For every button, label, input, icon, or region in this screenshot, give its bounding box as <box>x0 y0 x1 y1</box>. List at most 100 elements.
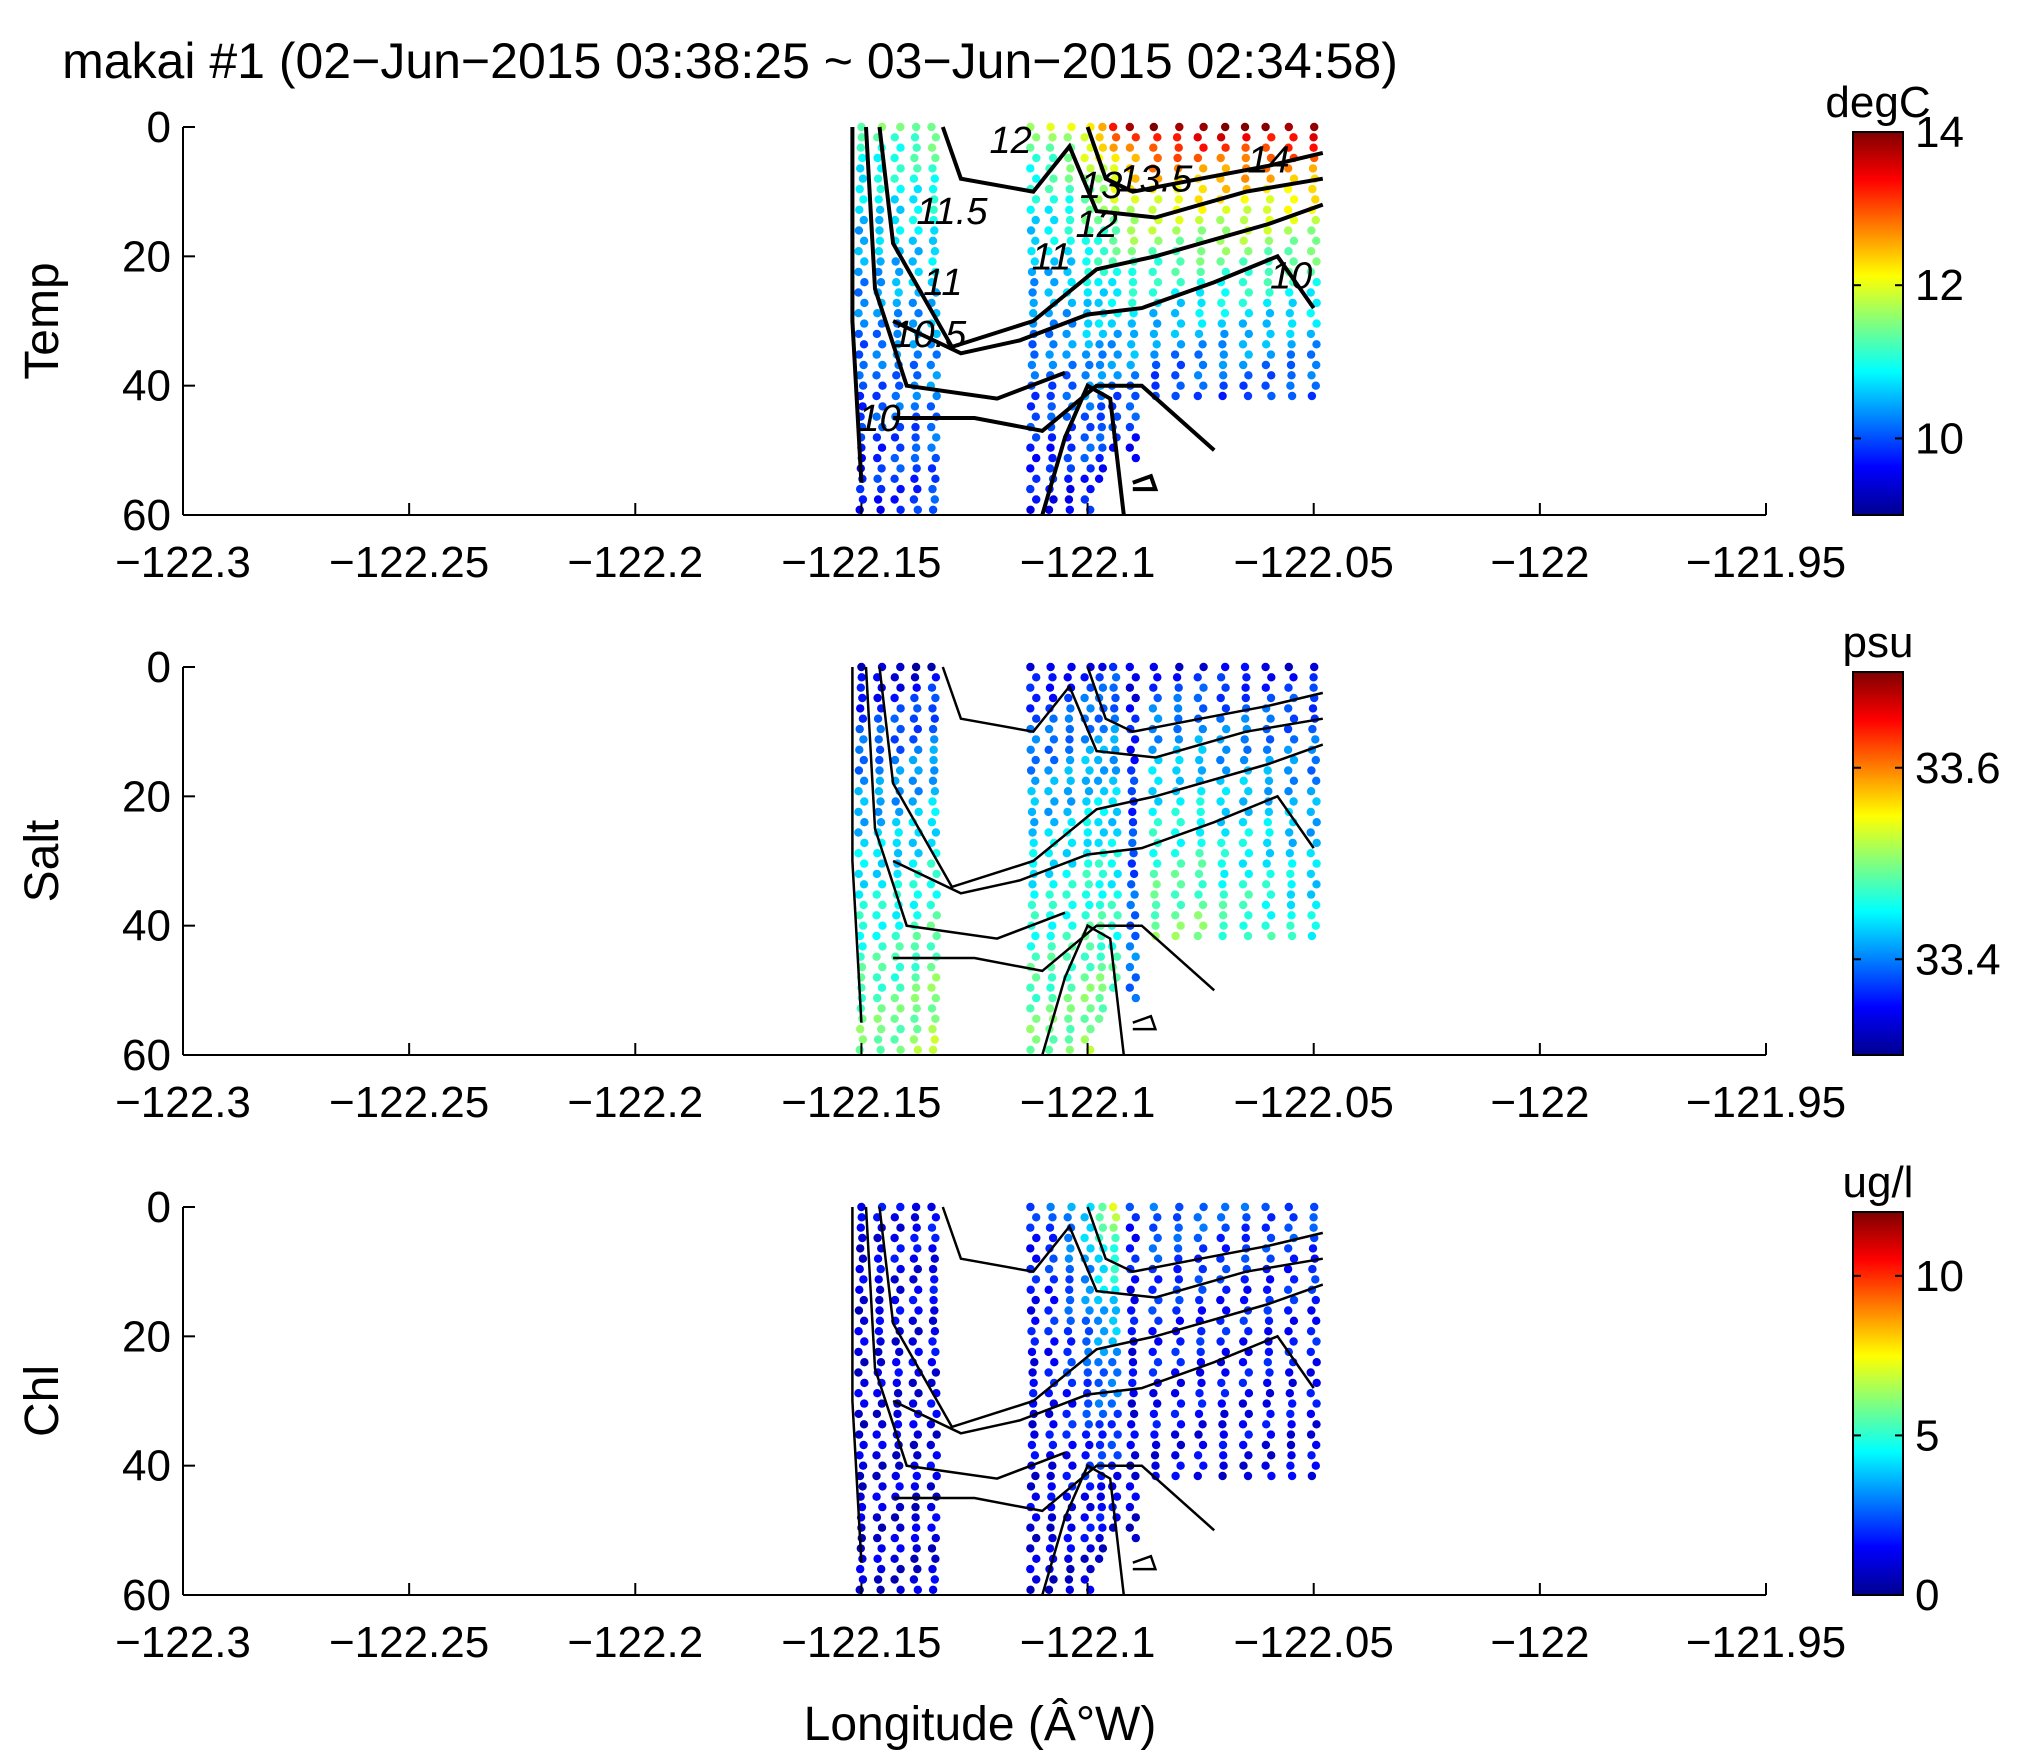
data-point <box>894 1368 903 1377</box>
data-point <box>1127 340 1136 349</box>
data-point <box>1306 869 1316 879</box>
data-point <box>891 1492 900 1501</box>
data-point <box>891 931 900 941</box>
data-point <box>1047 1482 1056 1491</box>
data-point <box>1109 755 1118 765</box>
data-point <box>1045 1544 1055 1553</box>
data-point <box>896 983 905 992</box>
data-point <box>913 1585 922 1595</box>
data-point <box>876 1585 885 1595</box>
data-point <box>1125 443 1135 452</box>
data-point <box>1045 350 1054 359</box>
data-point <box>856 1244 865 1253</box>
data-point <box>876 1358 886 1367</box>
data-point <box>1175 1295 1184 1305</box>
data-point <box>1128 288 1138 297</box>
data-point <box>1081 1316 1091 1326</box>
data-point <box>859 1440 868 1450</box>
data-point <box>1218 360 1228 370</box>
data-point <box>1032 1233 1041 1243</box>
data-point <box>1152 1420 1161 1429</box>
data-point <box>1171 391 1180 401</box>
data-point <box>858 921 868 930</box>
data-point <box>1199 122 1208 132</box>
data-point <box>1110 735 1119 744</box>
data-point <box>910 942 920 951</box>
data-point <box>1263 298 1272 308</box>
data-point <box>854 247 863 256</box>
data-point <box>1086 1544 1095 1553</box>
data-point <box>1026 1045 1035 1055</box>
data-point <box>1267 673 1276 682</box>
contour-line <box>893 1464 1216 1532</box>
data-point <box>1175 1202 1184 1212</box>
data-point <box>1125 402 1135 411</box>
data-point <box>1217 1399 1227 1408</box>
data-point <box>1098 869 1108 879</box>
data-point <box>1244 1389 1254 1398</box>
colorbar-tick-label: 10 <box>1915 1252 1964 1301</box>
data-point <box>874 1275 883 1284</box>
data-point <box>1097 371 1107 380</box>
data-point <box>875 776 885 785</box>
data-point <box>1064 174 1074 183</box>
data-point <box>1176 797 1185 806</box>
data-point <box>928 1337 937 1346</box>
data-point <box>910 1213 920 1222</box>
data-point <box>1244 309 1254 318</box>
data-point <box>1084 340 1094 349</box>
data-point <box>927 1358 937 1367</box>
colorbar <box>1852 131 1904 516</box>
data-point <box>1125 1482 1135 1491</box>
data-point <box>874 195 883 204</box>
data-point <box>1153 673 1162 682</box>
data-point <box>1048 921 1057 930</box>
data-point <box>859 1420 869 1429</box>
data-point <box>1217 319 1227 328</box>
data-point <box>1045 1004 1055 1013</box>
data-point <box>913 371 922 380</box>
data-point <box>1244 890 1253 899</box>
data-point <box>1109 1223 1118 1232</box>
data-point <box>1130 1275 1140 1284</box>
data-point <box>1198 1264 1208 1274</box>
data-point <box>1286 1430 1296 1439</box>
data-point <box>854 1368 863 1377</box>
data-point <box>1220 869 1229 879</box>
data-point <box>928 184 938 194</box>
data-point <box>1287 1451 1296 1460</box>
data-point <box>1266 350 1276 359</box>
data-point <box>1199 143 1208 152</box>
data-point <box>1306 1368 1315 1377</box>
data-point <box>1048 1213 1057 1222</box>
data-point <box>1080 474 1089 483</box>
data-point <box>1148 1327 1157 1336</box>
data-point <box>931 133 941 142</box>
data-point <box>1065 195 1074 204</box>
data-point <box>1286 1409 1295 1419</box>
data-point <box>1241 714 1250 723</box>
data-point <box>1099 787 1109 796</box>
data-point <box>1094 1358 1103 1367</box>
data-point <box>890 673 899 682</box>
data-point <box>1308 1244 1318 1253</box>
data-point <box>1262 1399 1271 1408</box>
data-point <box>1048 381 1057 390</box>
contour-line <box>941 666 1324 759</box>
data-point <box>1026 402 1036 411</box>
contour-line <box>1132 1554 1158 1571</box>
data-point <box>876 278 886 287</box>
data-point <box>1067 797 1076 806</box>
data-point <box>1125 962 1135 972</box>
data-point <box>1094 1337 1103 1346</box>
data-point <box>1098 890 1107 899</box>
data-point <box>1081 776 1091 785</box>
data-point <box>1030 797 1040 806</box>
data-point <box>1284 1202 1294 1212</box>
data-point <box>1086 983 1095 992</box>
data-point <box>1131 693 1140 703</box>
data-point <box>911 1502 920 1512</box>
data-point <box>1064 1575 1074 1584</box>
data-point <box>1066 164 1075 173</box>
data-point <box>1312 1358 1321 1367</box>
